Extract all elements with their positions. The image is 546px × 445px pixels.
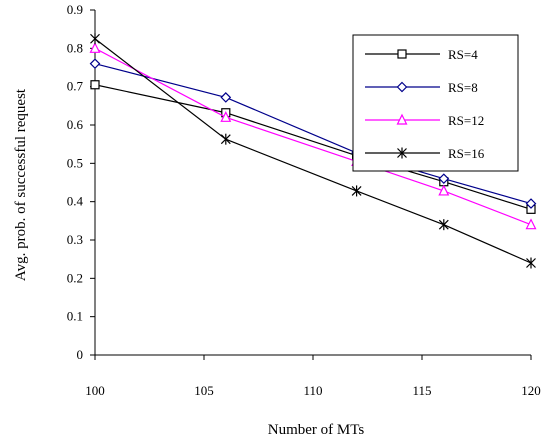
x-axis-title: Number of MTs <box>268 422 365 438</box>
y-tick-label: 0.1 <box>67 309 83 324</box>
legend-item: RS=8 <box>365 80 478 95</box>
x-tick-label: 105 <box>194 383 214 398</box>
x-tick-label: 110 <box>303 383 322 398</box>
legend-marker <box>397 49 407 59</box>
legend-label: RS=16 <box>448 146 485 161</box>
y-tick-label: 0.8 <box>67 40 83 55</box>
data-point <box>438 173 450 185</box>
data-point <box>525 218 537 230</box>
legend-marker <box>396 81 408 93</box>
data-point <box>220 133 231 145</box>
data-point <box>220 110 232 122</box>
legend-label: RS=8 <box>448 80 478 95</box>
legend-label: RS=4 <box>448 47 478 62</box>
series-rs-16 <box>90 33 536 269</box>
legend-marker <box>396 113 408 125</box>
y-tick-label: 0 <box>77 347 84 362</box>
data-point <box>526 257 536 269</box>
y-tick-label: 0.4 <box>67 194 84 209</box>
legend-item: RS=12 <box>365 113 484 128</box>
data-point <box>89 58 101 70</box>
data-point <box>90 33 100 45</box>
x-tick-label: 115 <box>412 383 431 398</box>
legend-marker <box>397 147 407 159</box>
y-tick-label: 0.3 <box>67 232 83 247</box>
y-tick-label: 0.9 <box>67 2 83 17</box>
legend-label: RS=12 <box>448 113 484 128</box>
data-point <box>438 184 450 196</box>
data-point <box>351 185 362 197</box>
x-tick-label: 100 <box>85 383 105 398</box>
y-tick-label: 0.6 <box>67 117 84 132</box>
legend-box <box>352 34 519 172</box>
y-tick-label: 0.2 <box>67 270 83 285</box>
legend-item: RS=4 <box>365 47 478 62</box>
data-point <box>438 219 449 231</box>
data-point <box>525 198 537 209</box>
y-axis-title: Avg. prob. of successful request <box>13 88 29 281</box>
data-point <box>90 80 100 90</box>
legend-item: RS=16 <box>365 146 485 161</box>
y-tick-label: 0.7 <box>67 79 84 94</box>
x-tick-label: 120 <box>521 383 541 398</box>
y-tick-label: 0.5 <box>67 155 83 170</box>
legend: RS=4 RS=8 RS=12 RS=16 <box>352 34 519 172</box>
data-point <box>89 41 101 53</box>
data-point <box>220 92 232 103</box>
